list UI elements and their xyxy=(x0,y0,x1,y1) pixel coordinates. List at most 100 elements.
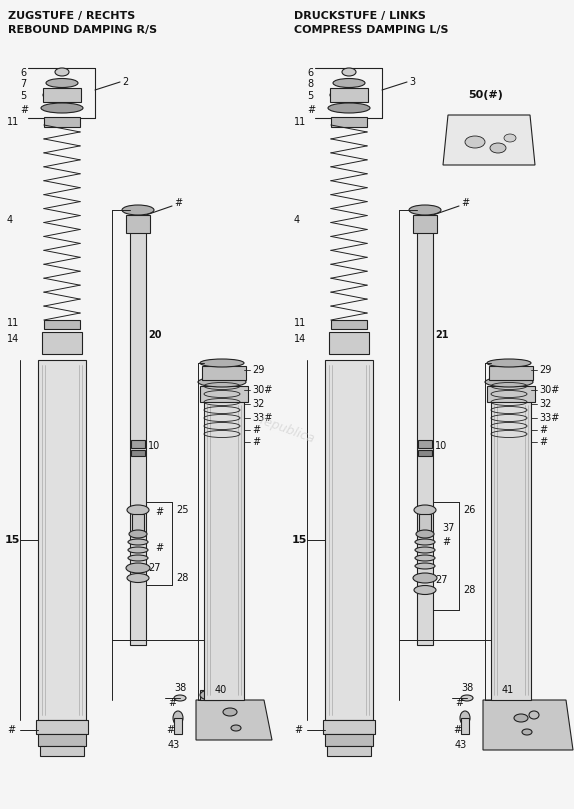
Ellipse shape xyxy=(485,377,533,387)
Bar xyxy=(331,117,367,127)
Bar xyxy=(38,360,86,720)
Ellipse shape xyxy=(174,695,186,701)
Text: 29: 29 xyxy=(252,365,265,375)
Ellipse shape xyxy=(414,586,436,595)
Ellipse shape xyxy=(465,136,485,148)
Text: #: # xyxy=(307,105,315,115)
Text: 26: 26 xyxy=(463,505,475,515)
Text: 11: 11 xyxy=(7,318,20,328)
Text: #: # xyxy=(168,698,176,708)
Text: #: # xyxy=(174,198,182,208)
Ellipse shape xyxy=(223,708,237,716)
Bar xyxy=(131,450,145,456)
Text: 33#: 33# xyxy=(252,413,273,423)
Text: #: # xyxy=(539,437,547,447)
Text: 30#: 30# xyxy=(252,385,273,395)
Bar xyxy=(418,450,432,456)
Bar xyxy=(202,366,246,380)
Bar xyxy=(329,332,369,354)
Ellipse shape xyxy=(490,143,506,153)
Text: #: # xyxy=(155,507,163,517)
Text: 2: 2 xyxy=(122,77,128,87)
Bar xyxy=(331,320,367,329)
Text: DRUCKSTUFE / LINKS: DRUCKSTUFE / LINKS xyxy=(294,11,426,21)
Ellipse shape xyxy=(529,711,539,719)
Polygon shape xyxy=(443,115,535,165)
Text: 38: 38 xyxy=(174,683,186,693)
Bar xyxy=(36,720,88,734)
Ellipse shape xyxy=(122,205,154,215)
Text: 43: 43 xyxy=(455,740,467,750)
Text: 10: 10 xyxy=(435,441,447,451)
Text: 28: 28 xyxy=(463,585,475,595)
Text: 27: 27 xyxy=(435,575,448,585)
Polygon shape xyxy=(196,700,272,740)
Ellipse shape xyxy=(128,555,148,561)
Text: 27: 27 xyxy=(148,563,161,573)
Text: #: # xyxy=(442,537,450,547)
Text: 15: 15 xyxy=(292,535,307,545)
Ellipse shape xyxy=(504,134,516,142)
Ellipse shape xyxy=(514,714,528,722)
Text: 5: 5 xyxy=(20,91,26,101)
Ellipse shape xyxy=(173,711,183,725)
Ellipse shape xyxy=(129,530,147,538)
Text: 28: 28 xyxy=(176,573,188,583)
Ellipse shape xyxy=(415,555,435,561)
Ellipse shape xyxy=(413,573,437,583)
Text: 7: 7 xyxy=(20,79,26,89)
Text: 21: 21 xyxy=(435,330,448,340)
Ellipse shape xyxy=(127,505,149,515)
Ellipse shape xyxy=(460,711,470,725)
Ellipse shape xyxy=(127,574,149,582)
Text: 11: 11 xyxy=(7,117,20,127)
Ellipse shape xyxy=(416,530,434,538)
Text: 29: 29 xyxy=(539,365,552,375)
Text: 33#: 33# xyxy=(539,413,560,423)
Ellipse shape xyxy=(330,88,368,102)
Bar xyxy=(461,718,469,734)
Text: 41: 41 xyxy=(502,685,514,695)
Bar xyxy=(489,366,533,380)
Ellipse shape xyxy=(409,205,441,215)
Bar xyxy=(325,360,373,720)
Ellipse shape xyxy=(333,78,365,87)
Bar xyxy=(130,230,146,645)
Text: 32: 32 xyxy=(539,399,552,409)
Ellipse shape xyxy=(522,729,532,735)
Text: #: # xyxy=(455,698,463,708)
Bar xyxy=(325,734,373,746)
Bar xyxy=(417,230,433,645)
Text: 14: 14 xyxy=(294,334,307,344)
Ellipse shape xyxy=(487,359,531,367)
Text: COMPRESS DAMPING L/S: COMPRESS DAMPING L/S xyxy=(294,25,448,35)
Text: 11: 11 xyxy=(294,318,307,328)
Text: #: # xyxy=(294,725,302,735)
Text: #: # xyxy=(252,437,260,447)
Text: 6: 6 xyxy=(20,68,26,78)
Text: #: # xyxy=(20,105,28,115)
Text: 4: 4 xyxy=(294,215,300,225)
Text: 6: 6 xyxy=(307,68,313,78)
Text: 14: 14 xyxy=(7,334,20,344)
Bar xyxy=(418,440,432,448)
Text: 50(#): 50(#) xyxy=(468,90,503,100)
Ellipse shape xyxy=(200,690,220,700)
Ellipse shape xyxy=(46,78,78,87)
Text: #: # xyxy=(155,543,163,553)
Text: #: # xyxy=(539,425,547,435)
Bar xyxy=(491,400,531,700)
Text: 43: 43 xyxy=(168,740,180,750)
Bar xyxy=(126,215,150,233)
Bar xyxy=(330,88,368,102)
Text: #: # xyxy=(453,725,461,735)
Text: 25: 25 xyxy=(176,505,188,515)
Text: 3: 3 xyxy=(409,77,415,87)
Text: #: # xyxy=(166,725,174,735)
Ellipse shape xyxy=(231,725,241,731)
Bar xyxy=(204,400,244,700)
Ellipse shape xyxy=(414,505,436,515)
Ellipse shape xyxy=(41,103,83,113)
Bar xyxy=(487,386,535,402)
Bar xyxy=(200,690,220,700)
